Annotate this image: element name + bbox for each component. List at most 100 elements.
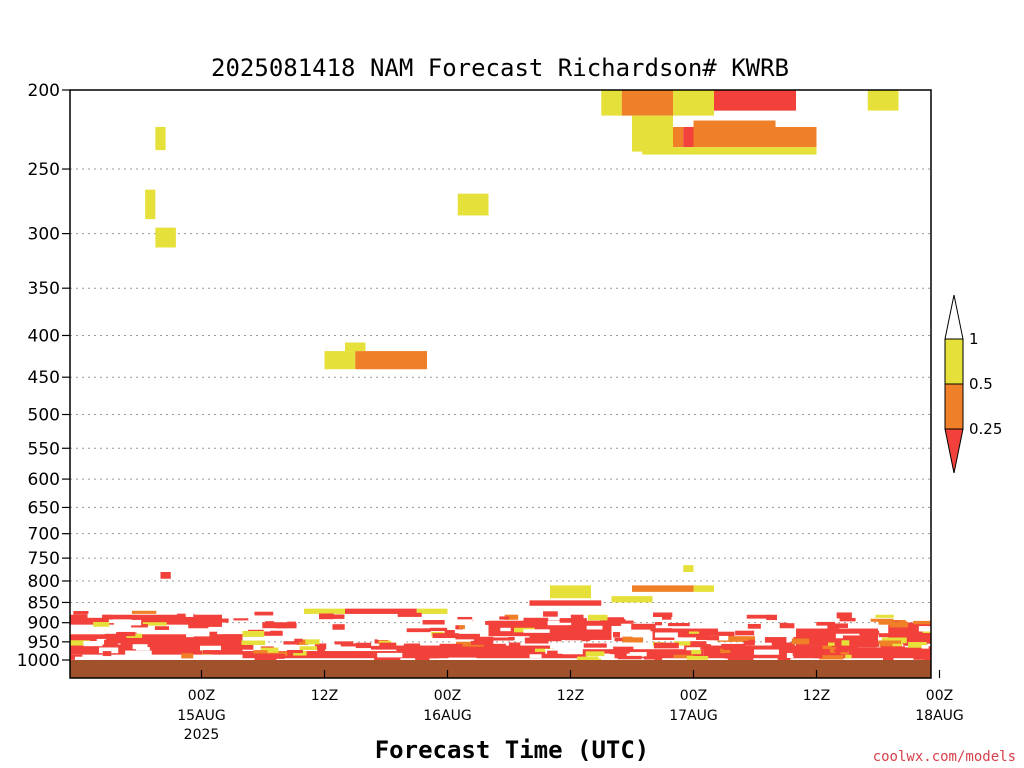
x-tick-date: 18AUG [915,708,964,724]
heatmap-cell [489,630,499,635]
data-cells [70,90,931,664]
heatmap-cell [559,618,587,623]
heatmap-cell [913,653,927,660]
grid-lines [70,168,931,643]
heatmap-cell [284,633,311,639]
heatmap-cell [819,655,844,660]
heatmap-cell [715,618,736,622]
heatmap-cell [816,621,836,626]
heatmap-cell [808,630,825,637]
heatmap-cell [570,600,602,606]
heatmap-cell [539,637,562,642]
heatmap-cell [714,636,755,642]
heatmap-cell [724,653,734,659]
heatmap-cell [466,621,486,627]
heatmap-cell [275,623,297,629]
heatmap-cell [922,629,931,636]
heatmap-cell [867,90,899,111]
heatmap-cell [834,648,849,653]
heatmap-cell [379,642,397,647]
heatmap-cell [99,647,119,654]
heatmap-cell [686,655,709,660]
heatmap-cell [70,614,222,625]
heatmap-cell [599,617,625,623]
heatmap-cell [550,585,591,599]
x-tick-label: 00Z [188,688,215,704]
heatmap-cell [504,614,519,620]
heatmap-cell [793,636,810,640]
heatmap-cell [132,644,148,650]
x-tick-label: 00Z [680,688,707,704]
heatmap-cell [422,620,445,625]
heatmap-cell [104,639,116,646]
heatmap-cell [122,619,142,626]
heatmap-cell [748,639,755,646]
heatmap-cell [601,620,622,626]
heatmap-cell [654,632,678,638]
heatmap-cell [276,614,289,620]
heatmap-cell [701,621,724,627]
heatmap-cell [879,641,902,648]
colorbar-label: 1 [969,330,979,348]
x-tick-label: 12Z [311,688,338,704]
heatmap-cell [921,645,929,649]
heatmap-cell [305,639,320,645]
heatmap-cell [540,634,549,639]
heatmap-cell [693,120,776,148]
heatmap-cell [185,612,194,617]
heatmap-cell [547,620,572,626]
heatmap-cell [840,650,849,655]
heatmap-cell [355,351,427,370]
heatmap-cell [755,90,796,111]
heatmap-cell [155,126,166,151]
heatmap-cell [667,623,690,627]
heatmap-cell [327,614,345,619]
heatmap-cell [304,608,345,614]
colorbar-bin [944,383,964,430]
x-axis-label: Forecast Time (UTC) [375,736,650,764]
heatmap-cell [283,641,299,645]
heatmap-cell [508,642,521,648]
heatmap-cell [786,653,794,658]
y-tick-label: 750 [28,549,60,569]
y-tick-label: 250 [28,160,60,180]
heatmap-cell [145,189,156,220]
heatmap-cell [74,656,99,663]
heatmap-cell [324,351,356,370]
colorbar-label: 0.5 [969,375,993,393]
heatmap-cell [209,631,218,638]
heatmap-cell [241,640,266,645]
heatmap-cell [913,620,931,625]
heatmap-cell [583,643,607,648]
heatmap-cell [787,619,814,624]
heatmap-cell [906,622,931,627]
heatmap-cell [735,630,755,636]
y-tick-label: 550 [28,439,60,459]
y-tick-label: 400 [28,326,60,346]
heatmap-cell [878,633,896,638]
heatmap-cell [598,654,615,659]
heatmap-cell [473,636,494,643]
heatmap-cell [455,641,484,647]
heatmap-cell [766,614,777,621]
heatmap-cell [70,640,91,646]
heatmap-cell [883,657,894,662]
heatmap-cell [403,643,421,647]
heatmap-cell [604,649,630,654]
heatmap-cell [643,656,656,660]
heatmap-cell [534,637,548,642]
heatmap-cell [681,633,705,638]
x-tick-date: 17AUG [669,708,718,724]
heatmap-cell [427,615,436,620]
heatmap-cell [564,635,582,641]
heatmap-cell [674,637,697,641]
y-tick-label: 650 [28,498,60,518]
y-tick-label: 950 [28,633,60,653]
heatmap-cell [569,625,586,631]
y-tick-label: 900 [28,614,60,634]
heatmap-cell [814,610,828,616]
heatmap-cell [267,651,288,656]
heatmap-cell [332,624,345,630]
heatmap-cell [850,648,874,654]
